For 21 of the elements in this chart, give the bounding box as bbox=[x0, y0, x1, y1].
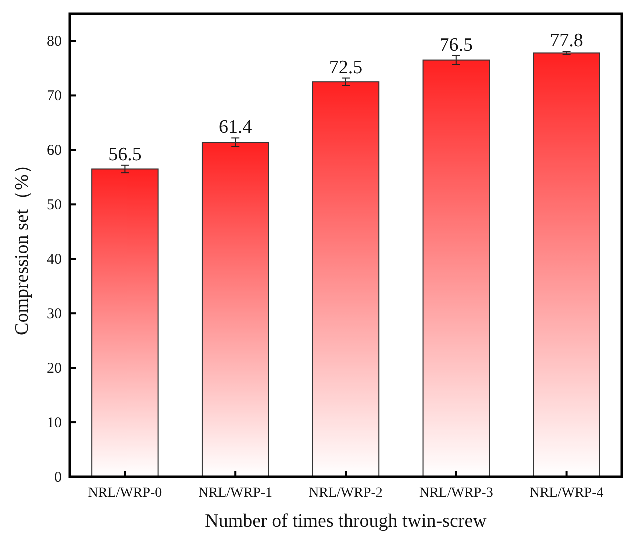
y-tick-label: 0 bbox=[54, 470, 62, 486]
y-tick-label: 80 bbox=[47, 34, 62, 50]
x-tick-label: NRL/WRP-1 bbox=[198, 486, 273, 501]
x-tick-label: NRL/WRP-0 bbox=[88, 486, 162, 501]
data-label: 72.5 bbox=[329, 57, 363, 78]
x-axis-title: Number of times through twin-screw bbox=[205, 511, 488, 532]
data-label: 77.8 bbox=[550, 30, 584, 52]
x-tick-label: NRL/WRP-3 bbox=[419, 486, 494, 501]
y-tick-label: 70 bbox=[47, 88, 62, 105]
data-label: 61.4 bbox=[218, 117, 253, 138]
y-tick-label: 40 bbox=[47, 252, 62, 268]
data-label: 76.5 bbox=[440, 34, 474, 56]
y-tick-label: 20 bbox=[47, 361, 62, 378]
y-tick-label: 30 bbox=[47, 306, 62, 323]
data-label: 56.5 bbox=[108, 144, 142, 166]
y-axis-title: Compression set（%） bbox=[12, 156, 33, 336]
y-tick-label: 10 bbox=[47, 416, 62, 432]
y-tick-label: 50 bbox=[47, 198, 62, 214]
x-tick-label: NRL/WRP-4 bbox=[530, 486, 604, 501]
y-tick-label: 60 bbox=[47, 143, 62, 160]
x-tick-label: NRL/WRP-2 bbox=[309, 486, 383, 501]
